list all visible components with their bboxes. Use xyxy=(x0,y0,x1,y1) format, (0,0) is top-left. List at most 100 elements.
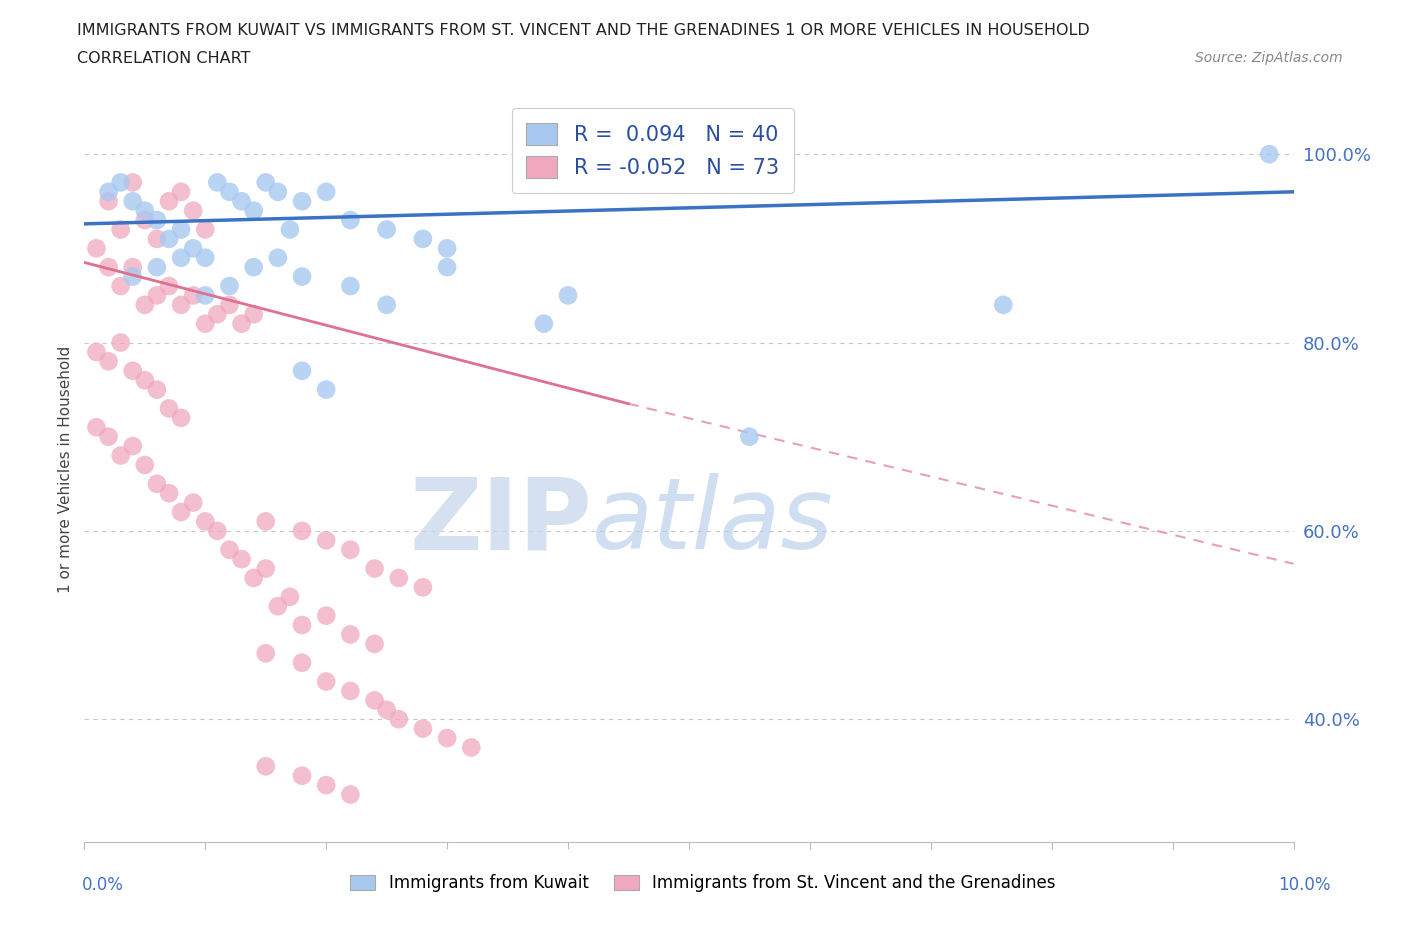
Point xyxy=(242,204,264,219)
Point xyxy=(218,298,240,312)
Point xyxy=(339,627,361,642)
Text: CORRELATION CHART: CORRELATION CHART xyxy=(77,51,250,66)
Point xyxy=(254,514,277,529)
Text: 10.0%: 10.0% xyxy=(1278,876,1331,895)
Point xyxy=(146,288,169,303)
Point xyxy=(110,175,132,190)
Point xyxy=(110,279,132,294)
Point xyxy=(412,580,434,595)
Point xyxy=(121,193,143,208)
Point xyxy=(97,259,120,274)
Point xyxy=(121,439,143,454)
Point xyxy=(375,298,398,312)
Point xyxy=(254,175,277,190)
Point xyxy=(388,570,411,585)
Point xyxy=(134,458,156,472)
Legend: R =  0.094   N = 40, R = -0.052   N = 73: R = 0.094 N = 40, R = -0.052 N = 73 xyxy=(512,108,794,193)
Point xyxy=(291,656,314,671)
Point xyxy=(339,542,361,557)
Point xyxy=(291,364,314,379)
Point xyxy=(134,213,156,228)
Text: ZIP: ZIP xyxy=(409,473,592,570)
Point xyxy=(170,222,193,237)
Point xyxy=(86,241,108,256)
Point xyxy=(134,204,156,219)
Point xyxy=(363,693,385,708)
Point xyxy=(315,533,337,548)
Point xyxy=(194,514,217,529)
Point xyxy=(388,711,411,726)
Point xyxy=(121,269,143,284)
Point xyxy=(278,222,301,237)
Point xyxy=(146,476,169,491)
Point xyxy=(110,448,132,463)
Point xyxy=(267,599,290,614)
Point xyxy=(278,590,301,604)
Point xyxy=(315,608,337,623)
Point xyxy=(993,298,1015,312)
Point xyxy=(315,184,337,199)
Point xyxy=(412,721,434,736)
Point xyxy=(460,740,482,755)
Point xyxy=(412,232,434,246)
Point xyxy=(436,731,458,746)
Point xyxy=(97,354,120,369)
Point xyxy=(194,250,217,265)
Point xyxy=(315,674,337,689)
Point xyxy=(315,777,337,792)
Point xyxy=(375,702,398,717)
Point xyxy=(121,364,143,379)
Point xyxy=(97,193,120,208)
Point xyxy=(436,259,458,274)
Point xyxy=(207,307,229,322)
Point xyxy=(110,335,132,350)
Point xyxy=(110,222,132,237)
Point xyxy=(157,401,180,416)
Point xyxy=(146,382,169,397)
Point xyxy=(242,259,264,274)
Point xyxy=(97,430,120,445)
Point xyxy=(267,184,290,199)
Point xyxy=(134,373,156,388)
Point xyxy=(170,410,193,425)
Point xyxy=(146,232,169,246)
Point xyxy=(363,636,385,651)
Text: 0.0%: 0.0% xyxy=(82,876,124,895)
Point xyxy=(207,175,229,190)
Point xyxy=(267,250,290,265)
Point xyxy=(291,193,314,208)
Point xyxy=(242,570,264,585)
Point xyxy=(181,204,204,219)
Point xyxy=(218,279,240,294)
Point xyxy=(218,184,240,199)
Point xyxy=(533,316,555,331)
Point xyxy=(291,768,314,783)
Text: IMMIGRANTS FROM KUWAIT VS IMMIGRANTS FROM ST. VINCENT AND THE GRENADINES 1 OR MO: IMMIGRANTS FROM KUWAIT VS IMMIGRANTS FRO… xyxy=(77,23,1090,38)
Point xyxy=(157,232,180,246)
Point xyxy=(134,298,156,312)
Point xyxy=(207,524,229,538)
Legend: Immigrants from Kuwait, Immigrants from St. Vincent and the Grenadines: Immigrants from Kuwait, Immigrants from … xyxy=(344,867,1062,898)
Point xyxy=(363,561,385,576)
Point xyxy=(291,269,314,284)
Point xyxy=(157,279,180,294)
Point xyxy=(157,485,180,500)
Y-axis label: 1 or more Vehicles in Household: 1 or more Vehicles in Household xyxy=(58,346,73,593)
Point xyxy=(254,561,277,576)
Point xyxy=(86,419,108,434)
Point xyxy=(315,382,337,397)
Point xyxy=(97,184,120,199)
Point xyxy=(86,344,108,359)
Point xyxy=(254,759,277,774)
Point xyxy=(436,241,458,256)
Point xyxy=(339,684,361,698)
Text: atlas: atlas xyxy=(592,473,834,570)
Point xyxy=(181,495,204,510)
Point xyxy=(1258,147,1281,162)
Point xyxy=(231,551,253,566)
Point xyxy=(291,524,314,538)
Point xyxy=(194,288,217,303)
Point xyxy=(254,645,277,660)
Point xyxy=(375,222,398,237)
Point xyxy=(738,430,761,445)
